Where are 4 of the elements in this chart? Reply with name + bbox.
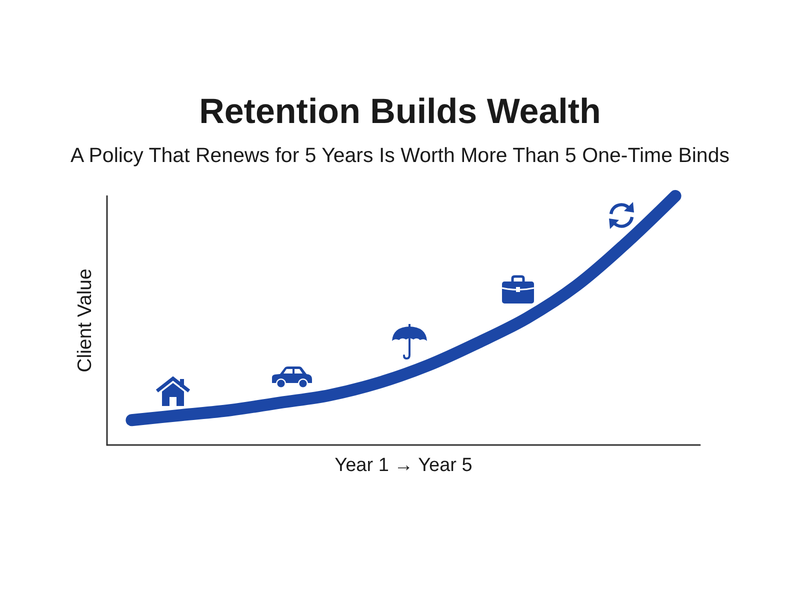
chart-subtitle: A Policy That Renews for 5 Years Is Worth More Than 5 One-Time Binds	[70, 144, 730, 167]
chart-title: Retention Builds Wealth	[199, 92, 601, 131]
y-axis-title: Client Value	[74, 268, 96, 372]
x-axis-title: Year 1 → Year 5	[334, 455, 472, 476]
